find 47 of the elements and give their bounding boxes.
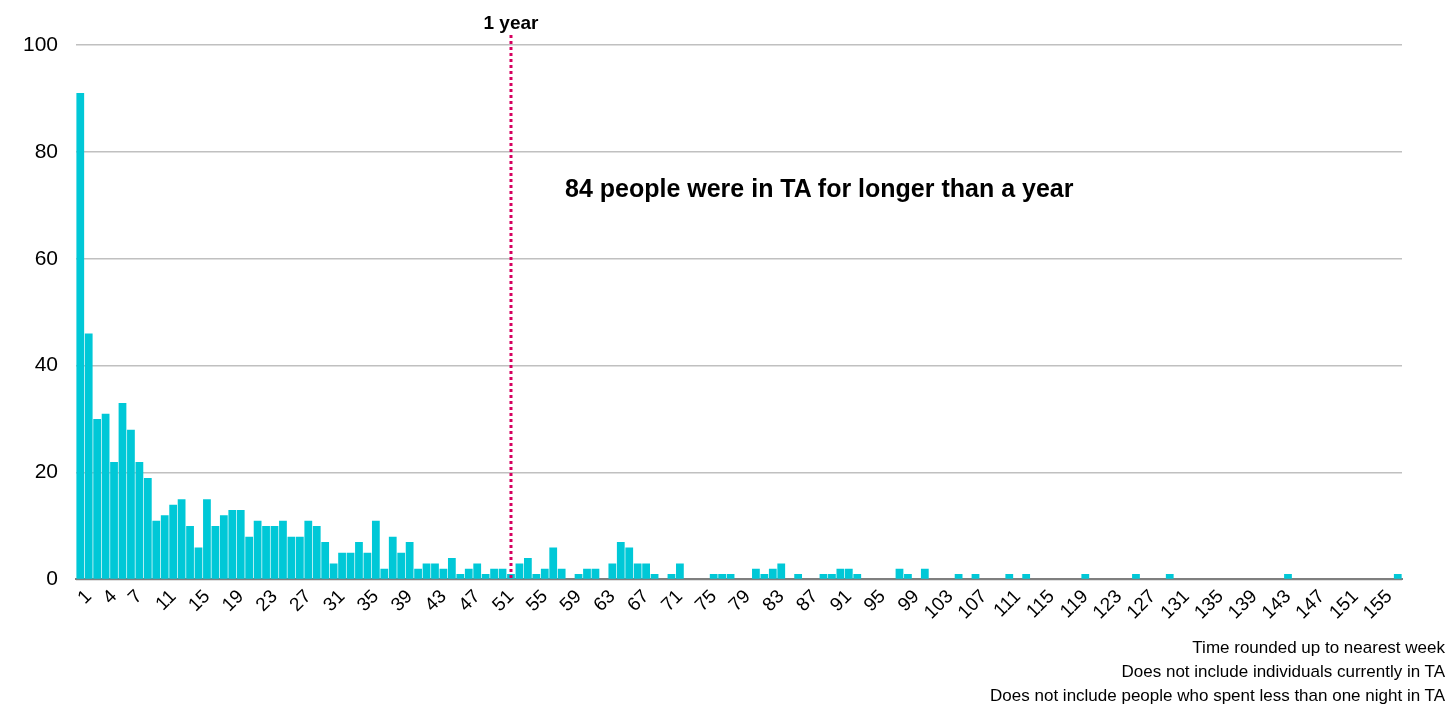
x-tick-label: 75 [690,585,721,615]
x-tick-label: 31 [318,585,349,615]
x-tick-label: 1 [72,585,96,608]
x-tick-label: 83 [757,585,788,615]
bar [971,574,980,579]
y-tick-label: 20 [34,459,59,483]
x-tick-label: 23 [251,585,282,615]
x-tick-label: 47 [453,585,484,615]
bar [1393,574,1402,579]
bar [1005,574,1014,579]
x-tick-label: 63 [589,585,619,615]
x-tick-label: 79 [724,585,754,615]
y-tick-label: 80 [34,138,59,162]
x-tick-label: 59 [555,585,586,615]
bar [794,574,803,579]
bar [1081,574,1090,579]
x-tick-label: 7 [123,585,146,608]
x-tick-label: 35 [352,585,383,615]
x-tick-label: 51 [487,585,518,615]
x-tick-label: 91 [825,585,856,615]
annotation: 84 people were in TA for longer than a year [565,173,1075,204]
x-tick-label: 55 [521,585,552,615]
text: Does not include people who spent less than one night in TA [990,685,1445,707]
x-tick-label: 39 [386,585,417,615]
bar [1132,574,1140,579]
ref-line-label: 1 year [483,11,540,33]
y-tick-label: 60 [34,245,59,269]
x-tick-label: 19 [217,585,248,615]
y-tick-label: 40 [34,352,59,376]
x-tick-label: 67 [622,585,653,615]
x-tick-label: 43 [420,585,450,615]
text: Time rounded up to nearest week [1191,637,1445,659]
bar [954,574,963,579]
x-tick-label: 27 [285,585,315,615]
bar [1165,574,1174,579]
y-tick-label: 100 [22,31,59,55]
x-tick-label: 87 [791,585,822,615]
x-tick-label: 95 [859,585,890,615]
text: Does not include individuals currently in TA [1120,661,1445,683]
x-tick-label: 4 [98,584,121,608]
bar [1284,574,1292,579]
y-tick-label: 0 [46,566,59,590]
bar [920,568,929,579]
x-tick-label: 11 [150,585,180,615]
x-tick-label: 71 [656,585,687,615]
bar [1022,574,1031,579]
x-tick-label: 15 [183,585,214,615]
